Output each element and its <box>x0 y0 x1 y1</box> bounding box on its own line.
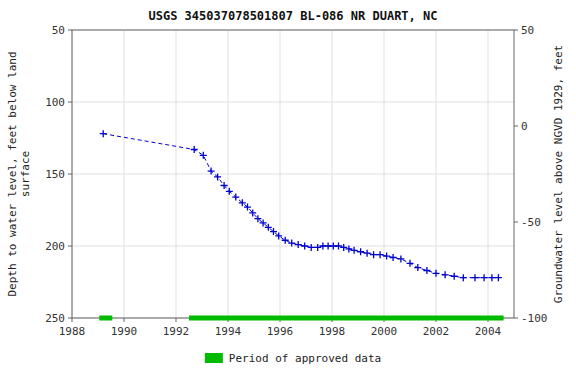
x-tick <box>72 318 73 322</box>
data-marker <box>460 274 467 281</box>
data-marker <box>191 146 198 153</box>
data-marker <box>345 245 352 252</box>
x-tick-label: 2000 <box>371 325 398 338</box>
y-tick <box>68 30 72 31</box>
legend-label: Period of approved data <box>229 352 381 365</box>
y2-tick-label: -50 <box>521 216 541 229</box>
data-marker <box>308 244 315 251</box>
data-marker <box>214 173 221 180</box>
y-tick-label: 150 <box>45 168 65 181</box>
data-marker <box>244 204 251 211</box>
grid-line-y <box>72 174 514 175</box>
y2-tick <box>514 222 518 223</box>
x-tick-label: 1994 <box>215 325 242 338</box>
data-marker <box>254 215 261 222</box>
data-marker <box>275 232 282 239</box>
data-marker <box>265 224 272 231</box>
y2-tick <box>514 318 518 319</box>
data-marker <box>377 251 384 258</box>
x-tick-label: 1988 <box>59 325 86 338</box>
data-marker <box>364 250 371 257</box>
data-marker <box>282 237 289 244</box>
x-tick-label: 1996 <box>267 325 294 338</box>
y-tick-label: 100 <box>45 96 65 109</box>
data-marker <box>239 199 246 206</box>
y2-tick <box>514 30 518 31</box>
x-tick-label: 1990 <box>111 325 138 338</box>
data-marker <box>232 194 239 201</box>
y2-tick-label: 50 <box>521 24 534 37</box>
x-tick-label: 1992 <box>163 325 190 338</box>
y-tick-label: 200 <box>45 240 65 253</box>
data-marker <box>314 244 321 251</box>
data-marker <box>288 240 295 247</box>
data-marker <box>488 274 495 281</box>
data-marker <box>407 260 414 267</box>
chart: 1988199019921994199619982000200220045010… <box>0 0 576 384</box>
data-marker <box>383 253 390 260</box>
data-marker <box>335 243 342 250</box>
data-marker <box>100 130 107 137</box>
y-tick <box>68 102 72 103</box>
data-marker <box>370 251 377 258</box>
y2-tick-label: 0 <box>521 120 528 133</box>
y2-tick-label: -100 <box>521 312 548 325</box>
data-marker <box>208 168 215 175</box>
y-tick-label: 50 <box>52 24 65 37</box>
axes: 1988199019921994199619982000200220045010… <box>45 24 547 338</box>
data-marker <box>481 274 488 281</box>
x-tick <box>176 318 177 322</box>
y2-tick <box>514 126 518 127</box>
y-tick <box>68 318 72 319</box>
y-tick <box>68 246 72 247</box>
grid-line-y <box>72 246 514 247</box>
y-axis-label-line: surface <box>19 151 32 197</box>
x-tick-label: 1998 <box>319 325 346 338</box>
data-line <box>103 134 498 278</box>
data-marker <box>451 273 458 280</box>
data-marker <box>414 264 421 271</box>
legend-swatch <box>205 353 223 363</box>
data-marker <box>301 243 308 250</box>
data-marker <box>200 152 207 159</box>
x-tick-label: 2004 <box>475 325 502 338</box>
data-marker <box>433 270 440 277</box>
y-axis-label: Depth to water level, feet below landsur… <box>6 51 32 296</box>
legend: Period of approved data <box>205 352 381 365</box>
y2-axis-label: Groundwater level above NGVD 1929, feet <box>552 45 565 303</box>
plot-frame <box>72 30 514 318</box>
data-marker <box>270 228 277 235</box>
data-marker <box>351 247 358 254</box>
y-axis-label-line: Depth to water level, feet below land <box>6 51 19 296</box>
data-marker <box>423 267 430 274</box>
x-tick-label: 2002 <box>423 325 450 338</box>
approved-span <box>99 316 112 321</box>
x-tick <box>124 318 125 322</box>
data-marker <box>357 248 364 255</box>
data-marker <box>442 271 449 278</box>
data-marker <box>295 241 302 248</box>
y-tick-label: 250 <box>45 312 65 325</box>
data-marker <box>260 219 267 226</box>
data-marker <box>221 182 228 189</box>
data-marker <box>397 255 404 262</box>
data-marker <box>226 188 233 195</box>
spans <box>99 316 503 321</box>
approved-span <box>189 316 504 321</box>
title: USGS 345037078501807 BL-086 NR DUART, NC <box>149 9 438 23</box>
grid-line-y <box>72 102 514 103</box>
data-marker <box>390 254 397 261</box>
plot-data <box>100 130 502 281</box>
data-marker <box>249 209 256 216</box>
data-marker <box>472 274 479 281</box>
y-tick <box>68 174 72 175</box>
data-marker <box>340 244 347 251</box>
grid <box>72 30 514 318</box>
data-marker <box>495 274 502 281</box>
